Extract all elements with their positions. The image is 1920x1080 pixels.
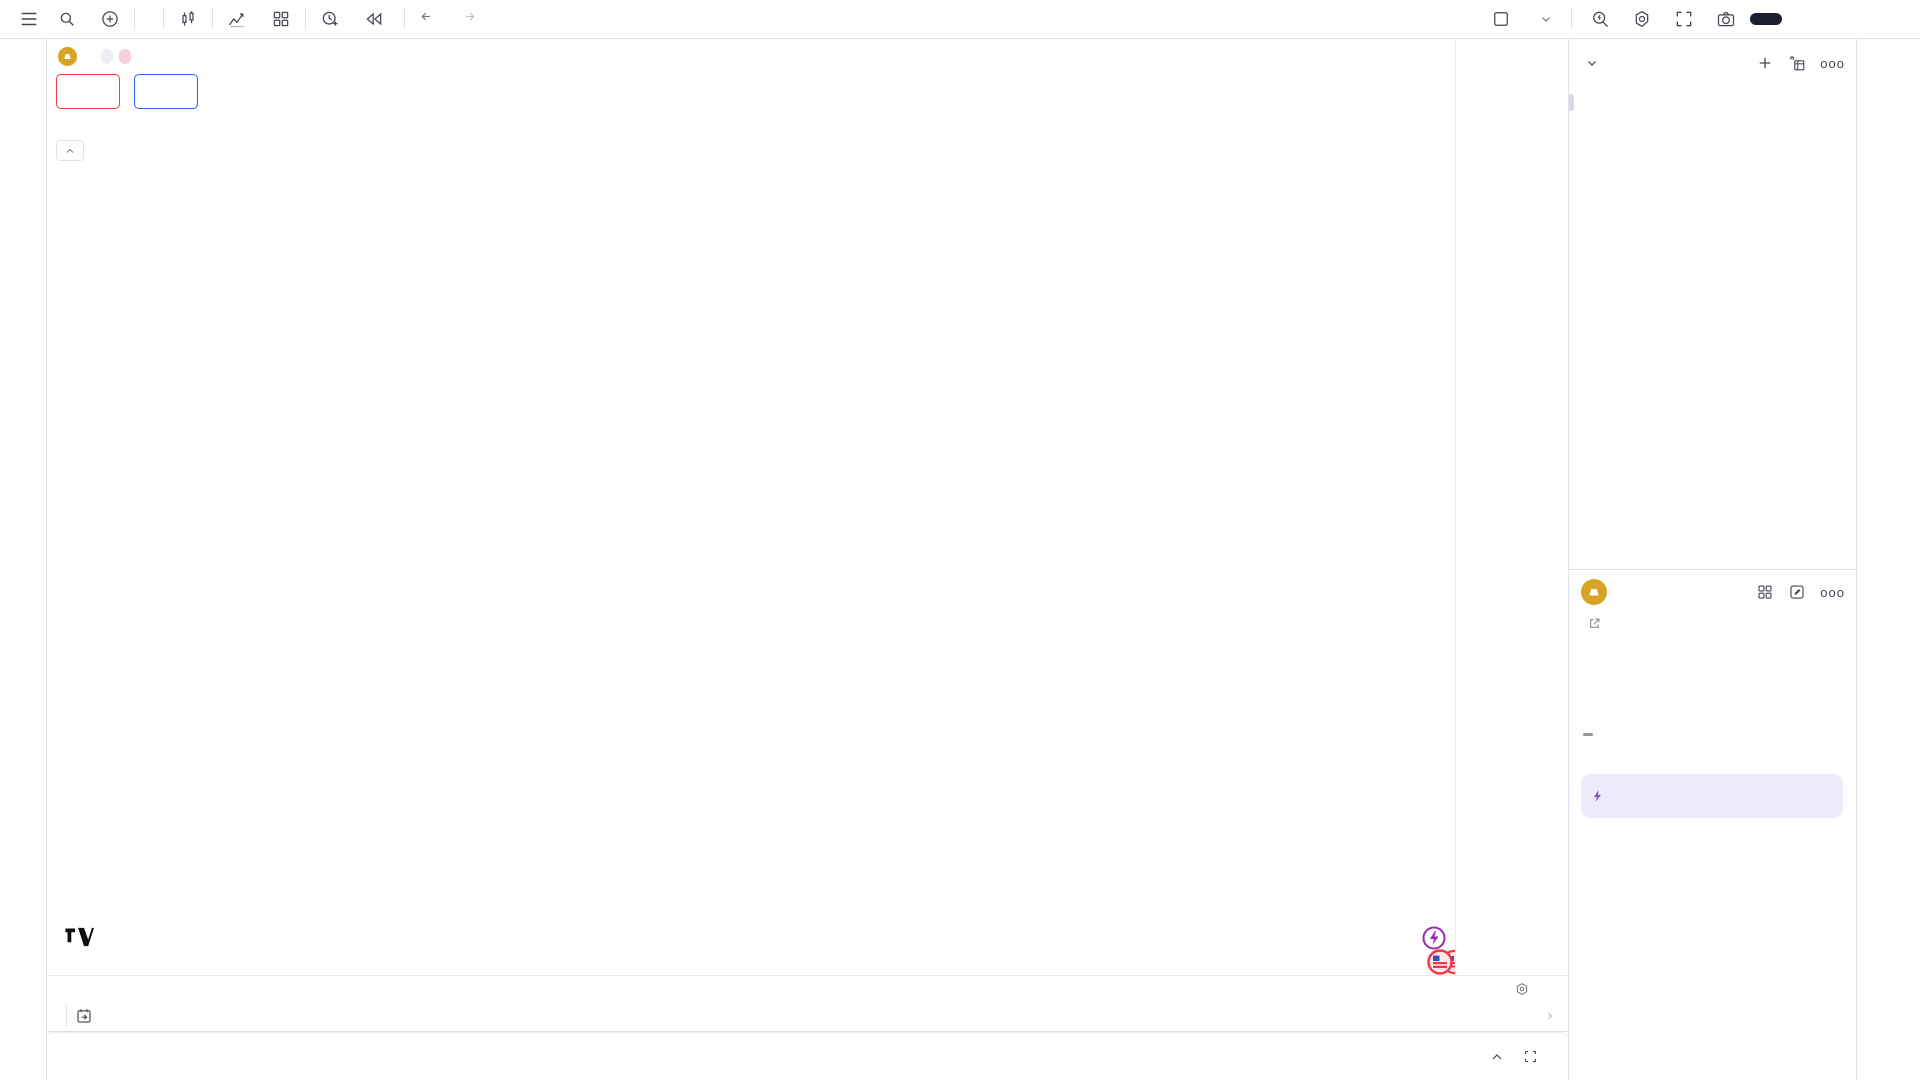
main-menu-button[interactable] [10, 4, 48, 34]
indicators-icon [228, 13, 244, 28]
fullscreen-button[interactable] [1666, 5, 1702, 33]
candles-icon [182, 11, 194, 26]
add-symbol-button[interactable] [92, 5, 128, 33]
panel-edge-marker [1569, 94, 1574, 111]
symbol-search-button[interactable] [50, 6, 90, 32]
settings-button[interactable] [1624, 5, 1660, 33]
gold-symbol-icon [58, 47, 77, 66]
divider [404, 8, 405, 30]
external-link-icon[interactable] [1588, 617, 1601, 630]
redo-icon [466, 12, 475, 21]
single-layout-icon [1494, 12, 1508, 26]
divider [1571, 8, 1572, 30]
candlestick-chart [46, 39, 1455, 975]
tradingview-logo-icon [64, 927, 94, 947]
market-closed-icon [1583, 733, 1593, 736]
chart-legend [58, 47, 165, 66]
edit-note-icon[interactable] [1788, 583, 1806, 601]
panel-expand-icon[interactable] [1489, 1049, 1505, 1065]
camera-icon [1717, 12, 1735, 27]
toolbar-left [10, 4, 485, 34]
interval-button[interactable] [141, 15, 157, 23]
tradingview-watermark [64, 927, 102, 947]
divider [305, 8, 306, 30]
more-options-icon[interactable]: ooo [1820, 55, 1845, 71]
watchlist-panel: ooo ooo [1568, 39, 1857, 1080]
timeframe-bar [46, 1001, 1568, 1032]
layout-templates-button[interactable] [263, 5, 299, 33]
symbol-detail-title [1583, 617, 1611, 630]
replay-icon [366, 12, 382, 26]
chevron-right-handle-icon[interactable] [1544, 1010, 1556, 1022]
buy-button[interactable] [134, 74, 198, 109]
grid-view-icon[interactable] [1788, 54, 1806, 72]
legend-hide-chip[interactable] [101, 49, 113, 64]
market-status [1583, 733, 1599, 736]
volume-study-legend[interactable] [58, 122, 64, 137]
chart-area [46, 39, 1569, 1080]
news-lightning-icon [1593, 790, 1601, 802]
gold-symbol-icon [1581, 579, 1607, 605]
undo-button[interactable] [411, 5, 447, 33]
axis-settings-gear-icon[interactable] [1514, 981, 1530, 997]
symbol-last-price [1582, 663, 1586, 697]
undo-icon [421, 12, 430, 21]
symbol-detail-header: ooo [1581, 579, 1845, 605]
search-icon [60, 12, 74, 26]
left-drawing-toolbar [0, 39, 47, 1080]
gear-icon [1635, 10, 1649, 28]
watchlist-header: ooo [1569, 47, 1857, 79]
order-widget [56, 74, 198, 109]
divider [134, 8, 135, 30]
divider [1569, 569, 1857, 570]
divider [66, 1005, 67, 1027]
quick-search-button[interactable] [1582, 5, 1618, 33]
right-icon-strip [1856, 39, 1920, 1080]
divider [212, 8, 213, 30]
chevron-up-icon [66, 148, 74, 153]
publish-button[interactable] [1750, 13, 1782, 25]
panel-maximize-icon[interactable] [1523, 1049, 1538, 1064]
grid-layout-icon [273, 11, 289, 27]
indicators-button[interactable] [219, 5, 261, 33]
bottom-panel [46, 1032, 1568, 1080]
news-event-marker[interactable] [1421, 925, 1447, 951]
date-axis[interactable] [46, 975, 1568, 1002]
price-scale[interactable] [1455, 39, 1569, 975]
more-options-icon[interactable]: ooo [1820, 584, 1845, 600]
hamburger-icon [21, 12, 37, 26]
economic-calendar-markers[interactable] [1424, 947, 1455, 975]
plus-circle-icon [102, 11, 118, 27]
seasonals-chart[interactable] [1579, 1001, 1851, 1080]
legend-wave-chip[interactable] [119, 49, 131, 64]
alert-button[interactable] [312, 5, 354, 33]
layout-select-button[interactable] [1483, 5, 1519, 33]
toolbar-right [1483, 5, 1782, 33]
screenshot-button[interactable] [1708, 5, 1744, 33]
replay-button[interactable] [356, 5, 398, 33]
goto-date-icon[interactable] [75, 1007, 93, 1025]
grid-layout-icon[interactable] [1756, 583, 1774, 601]
chart-type-button[interactable] [170, 5, 206, 33]
sell-button[interactable] [56, 74, 120, 109]
pane-collapse-button[interactable] [56, 140, 84, 161]
fullscreen-icon [1676, 11, 1692, 27]
chevron-down-icon[interactable] [1585, 56, 1599, 70]
save-button[interactable] [1525, 8, 1561, 30]
divider [163, 8, 164, 30]
watchlist-column-headers [1569, 91, 1857, 115]
alert-clock-icon [322, 11, 338, 26]
add-symbol-plus-icon[interactable] [1756, 54, 1774, 72]
chevron-down-icon [1542, 17, 1550, 22]
news-banner[interactable] [1581, 774, 1843, 818]
chart-plot[interactable] [46, 39, 1455, 975]
quick-search-icon [1593, 11, 1608, 27]
top-toolbar [0, 0, 1920, 39]
redo-button[interactable] [449, 5, 485, 33]
